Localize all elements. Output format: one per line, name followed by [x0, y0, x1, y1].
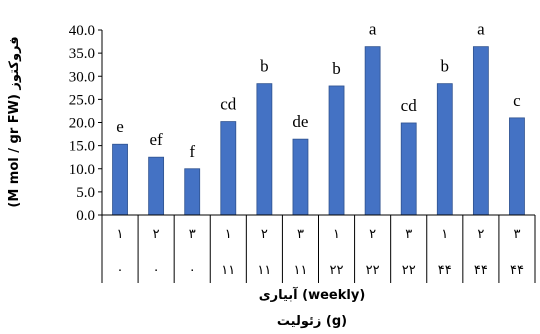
y-tick-label: 10.0 — [69, 162, 95, 178]
irrigation-label: ۳ — [513, 227, 520, 242]
bar — [436, 83, 453, 216]
significance-label: cd — [401, 96, 418, 115]
significance-label: b — [332, 59, 341, 78]
significance-label: a — [369, 20, 377, 39]
y-tick-label: 25.0 — [69, 92, 95, 108]
zeolite-label: ۴۴ — [438, 263, 452, 278]
significance-label: c — [513, 91, 521, 110]
bar — [292, 138, 309, 216]
significance-label: e — [116, 117, 124, 136]
bar — [364, 46, 381, 216]
significance-label: de — [292, 112, 308, 131]
significance-label: a — [477, 20, 485, 39]
y-tick-label: 5.0 — [76, 185, 95, 201]
y-tick-label: 20.0 — [69, 116, 95, 132]
irrigation-label: ۱ — [441, 227, 448, 242]
y-tick-label: 35.0 — [69, 46, 95, 62]
significance-labels: e ef f cd b de b a cd b a c — [116, 20, 521, 161]
bars-group — [112, 46, 525, 216]
irrigation-label: ۱ — [333, 227, 340, 242]
bar — [509, 117, 525, 216]
significance-label: f — [189, 142, 195, 161]
bar — [148, 156, 165, 216]
y-tick-label: 15.0 — [69, 139, 95, 155]
zeolite-label: ۲۲ — [330, 263, 344, 278]
zeolite-label: ۲۲ — [402, 263, 416, 278]
bar — [256, 83, 273, 216]
zeolite-label: ۰ — [189, 263, 196, 278]
irrigation-label: ۲ — [261, 227, 268, 242]
bar — [400, 122, 417, 216]
zeolite-label: ۴۴ — [510, 263, 524, 278]
x-axis-label-irrigation: آبیاری (weekly) — [259, 286, 366, 303]
zeolite-label: ۱۱ — [221, 263, 235, 278]
y-tick-label: 40.0 — [69, 23, 95, 39]
zeolite-label: ۰ — [117, 263, 124, 278]
zeolite-label: ۴۴ — [474, 263, 488, 278]
zeolite-label: ۱۱ — [293, 263, 307, 278]
bar — [328, 85, 345, 216]
bar — [112, 143, 128, 216]
zeolite-label: ۰ — [153, 263, 160, 278]
y-axis-label: (M mol / gr FW) فروکتوز — [7, 36, 22, 207]
y-axis-title: (M mol / gr FW) فروکتوز — [7, 36, 22, 207]
significance-label: ef — [150, 130, 164, 149]
bar — [472, 46, 489, 216]
irrigation-label: ۱ — [225, 227, 232, 242]
irrigation-label: ۳ — [297, 227, 304, 242]
y-axis-ticks: 0.0 5.0 10.0 15.0 20.0 25.0 30.0 35.0 40.0 — [69, 23, 102, 224]
irrigation-label: ۲ — [153, 227, 160, 242]
significance-label: cd — [220, 95, 237, 114]
irrigation-label: ۱ — [117, 227, 124, 242]
y-tick-label: 30.0 — [69, 69, 95, 85]
zeolite-label: ۱۱ — [257, 263, 271, 278]
irrigation-label: ۲ — [369, 227, 376, 242]
y-tick-label: 0.0 — [76, 208, 95, 224]
x-axis-label-zeolite: زئولیت (g) — [277, 314, 347, 329]
bar — [220, 121, 237, 216]
bar — [184, 168, 201, 216]
irrigation-label: ۳ — [189, 227, 196, 242]
significance-label: b — [260, 57, 269, 76]
zeolite-label: ۲۲ — [366, 263, 380, 278]
irrigation-label: ۳ — [405, 227, 412, 242]
significance-label: b — [441, 57, 450, 76]
irrigation-label: ۲ — [477, 227, 484, 242]
